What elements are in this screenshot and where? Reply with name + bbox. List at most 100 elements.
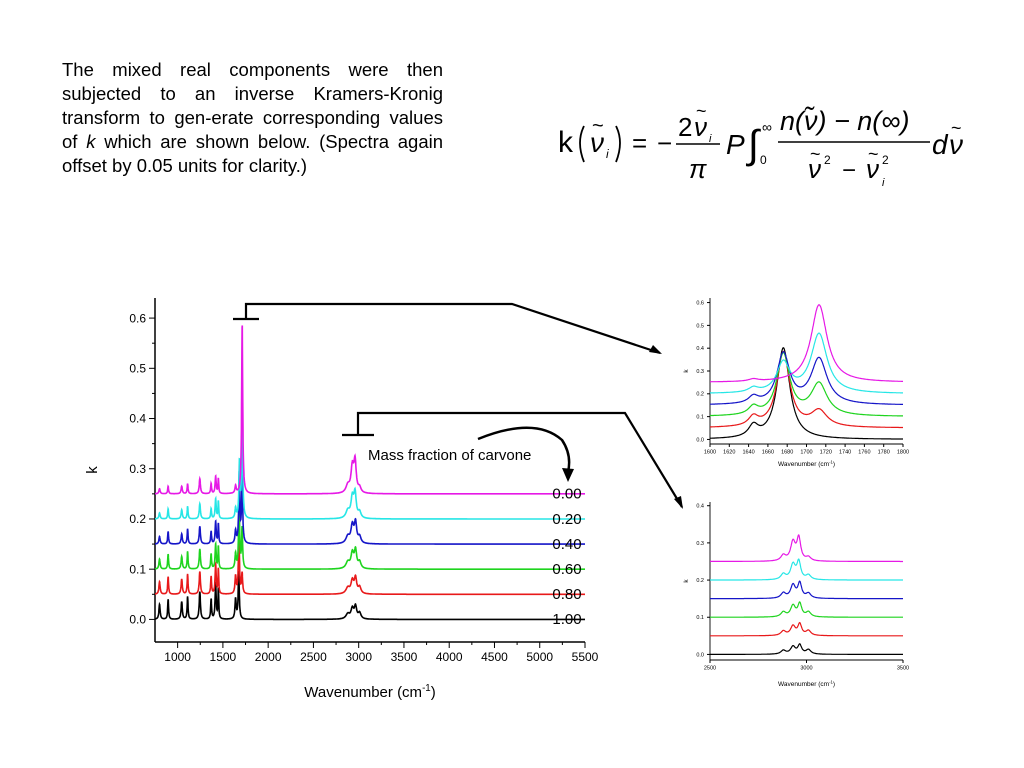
undefinedx-axis-label-sup: -1 [422,683,431,694]
undefinedx-axis-label-main: Wavenumber (cm [778,461,829,468]
formula-tilde-3: ~ [810,144,821,164]
callout-bracket-carbonyl [233,302,661,355]
formula-paren-right [615,125,621,163]
formula-numerator: n(ν̃) − n(∞) [780,105,910,136]
undefinedx-tick-label: 1800 [897,450,909,456]
undefinedy-tick-label: 0.1 [129,562,146,576]
undefinedx-tick-label: 3000 [800,666,812,672]
undefinedy-axis-label: k [683,369,690,373]
undefinedx-axis-label: Wavenumber (cm-1) [778,679,835,688]
undefinedy-tick-label: 0.0 [129,613,146,627]
undefinedseries-line-0.40 [155,470,585,545]
formula-int-lower: 0 [760,153,767,167]
formula-tilde-1: ~ [592,115,604,137]
undefinedy-axis-label: k [84,466,101,474]
formula-tilde-4: ~ [868,144,879,164]
undefinedx-tick-label: 1500 [210,650,237,664]
undefinedy-tick-label: 0.4 [129,412,146,426]
undefinedx-tick-label: 1780 [878,450,890,456]
undefinedy-tick-label: 0.2 [129,512,146,526]
callout-bracket-ch [342,411,683,508]
formula-tilde-5: ~ [951,118,962,138]
undefinedseries-line-0.20 [710,558,903,581]
formula-den-minus: − [842,157,856,184]
undefinedx-tick-label: 5500 [572,650,599,664]
formula-pi: π [689,154,707,184]
formula-equals: = [632,128,647,158]
inset-ch-stretch-chart: 0.0 0.1 0.2 0.3 0.4 2500 3000 3500 k Wavenumber (… [683,502,909,688]
undefinedseries-label-1.00: 1.00 [552,611,581,628]
undefinedx-tick-label: 1760 [858,450,870,456]
undefinedx-axis-label-sup: -1 [829,459,833,464]
undefinedy-tick-label: 0.3 [696,541,704,547]
undefinedx-tick-label: 1000 [164,650,191,664]
undefinedx-axis-label-close: ) [833,681,835,688]
intro-paragraph: The mixed real components were then subj… [62,58,443,178]
undefinedy-tick-label: 0.3 [129,462,146,476]
undefinedseries-line-0.60 [710,601,903,618]
intro-k-symbol: k [86,131,96,152]
undefinedx-axis-label-main: Wavenumber (cm [778,681,829,688]
undefinedseries-line-0.20 [710,332,903,394]
undefinedseries-line-1.00 [710,347,903,440]
undefinedy-tick-label: 0.5 [696,323,704,329]
undefinedx-tick-label: 2000 [255,650,282,664]
formula-den-sub-i: i [882,177,885,189]
undefinedx-tick-label: 3500 [391,650,418,664]
undefinedy-tick-label: 0.1 [696,615,704,621]
undefinedx-tick-label: 2500 [300,650,327,664]
undefinedseries-line-0.60 [154,502,585,571]
formula-k: k [558,126,574,159]
undefinedx-axis-label-close: ) [833,461,835,468]
undefinedseries-label-0.60: 0.60 [552,561,581,578]
formula-two: 2 [678,112,692,142]
formula-nu-i: ν [590,127,604,158]
undefinedx-tick-label: 1600 [704,450,716,456]
undefinedseries-line-0.40 [710,580,903,600]
undefinedx-tick-label: 2500 [704,666,716,672]
intro-text-a: The mixed real components were then subj… [62,59,443,152]
undefinedy-tick-label: 0.4 [696,504,704,510]
callout-arrowhead-carbonyl [649,345,662,354]
undefinedseries-line-0.80 [710,621,903,637]
undefinedy-axis-label: k [683,579,690,583]
formula-minus: − [657,128,672,158]
undefinedx-tick-label: 1640 [742,450,754,456]
undefinedx-axis-label-close: ) [431,684,436,701]
undefinedy-tick-label: 0.5 [129,362,146,376]
formula-tilde-2: ~ [696,101,707,121]
undefinedx-axis-label-sup: -1 [829,679,833,684]
undefinedx-tick-label: 3000 [345,650,372,664]
undefinedx-tick-label: 1740 [839,450,851,456]
undefinedy-tick-label: 0.2 [696,392,704,398]
undefinedy-tick-label: 0.6 [129,311,146,325]
undefinedx-tick-label: 3500 [897,666,909,672]
kramers-kronig-formula: k ν ~ i = − 2 ν ~ i π P ∫ ∞ 0 n(ν̃) − n(… [558,101,963,189]
formula-d: d [932,129,949,160]
undefinedx-tick-label: 1700 [800,450,812,456]
undefinedseries-label-0.80: 0.80 [552,586,581,603]
undefinedseries-line-0.00 [154,325,585,495]
undefinedy-tick-label: 0.6 [696,300,704,306]
undefinedseries-line-1.00 [154,570,585,621]
undefinedseries-line-0.20 [154,411,585,520]
formula-paren-left [579,125,585,163]
callout-layer: Mass fraction of carvone [233,302,683,509]
formula-dnu: ν [949,129,963,160]
formula-den-nu: ν [808,154,821,184]
formula-den-sup-2: 2 [882,153,889,167]
mass-fraction-arrow [477,426,571,473]
undefinedy-tick-label: 0.3 [696,369,704,375]
mass-fraction-label: Mass fraction of carvone [368,447,531,464]
formula-nu-i-num: ν [694,112,707,142]
undefinedx-tick-label: 1620 [723,450,735,456]
undefinedx-tick-label: 4000 [436,650,463,664]
undefinedx-axis-label-main: Wavenumber (cm [304,684,422,701]
undefinedseries-line-0.00 [710,534,903,563]
undefinedseries-line-0.00 [710,304,903,383]
intro-text-b: which are shown below. (Spectra again of… [62,131,444,176]
undefinedseries-label-0.00: 0.00 [552,486,581,503]
undefinedy-tick-label: 0.0 [696,437,704,443]
undefinedy-tick-label: 0.1 [696,415,704,421]
